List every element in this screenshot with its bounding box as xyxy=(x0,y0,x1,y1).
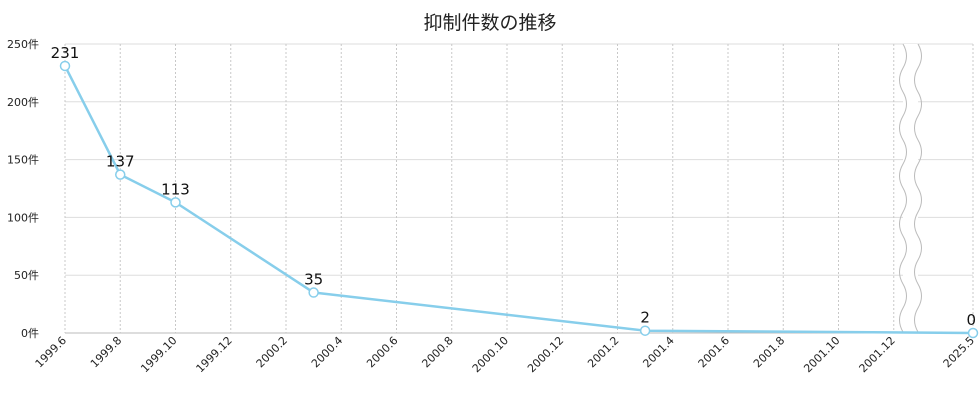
data-label: 0 xyxy=(966,311,976,329)
chart-title: 抑制件数の推移 xyxy=(423,12,557,34)
data-point xyxy=(59,60,71,72)
data-point xyxy=(308,287,319,298)
axis-break-gap xyxy=(903,44,918,333)
series-line xyxy=(63,65,974,335)
y-tick-label: 100件 xyxy=(7,211,39,224)
data-point xyxy=(639,325,651,336)
x-tick-label: 1999.12 xyxy=(194,334,235,375)
data-point xyxy=(170,197,181,208)
y-tick-label: 0件 xyxy=(21,327,39,340)
x-tick-label: 1999.8 xyxy=(88,334,124,370)
x-tick-label: 2000.8 xyxy=(419,334,455,370)
x-tick-label: 2001.4 xyxy=(640,334,676,370)
x-tick-label: 2000.4 xyxy=(309,334,345,370)
data-label: 113 xyxy=(161,180,190,198)
data-label: 137 xyxy=(106,153,135,171)
data-point xyxy=(115,169,126,180)
y-tick-label: 200件 xyxy=(7,96,39,109)
x-tick-label: 2000.12 xyxy=(525,334,566,375)
x-tick-label: 2001.12 xyxy=(857,334,898,375)
x-tick-label: 2000.10 xyxy=(470,334,511,375)
data-label: 35 xyxy=(304,271,323,289)
y-tick-label: 250件 xyxy=(7,38,39,51)
axis-break-line xyxy=(899,43,907,334)
x-tick-label: 2001.10 xyxy=(801,334,842,375)
y-tick-label: 150件 xyxy=(7,154,39,167)
x-tick-label: 2000.6 xyxy=(364,334,400,370)
y-tick-label: 50件 xyxy=(14,269,39,282)
axis-break-line xyxy=(914,43,922,334)
data-label: 2 xyxy=(640,309,650,327)
x-tick-label: 2000.2 xyxy=(254,334,290,370)
data-point xyxy=(967,327,979,339)
x-tick-label: 2001.8 xyxy=(751,334,787,370)
data-label: 231 xyxy=(51,44,80,62)
x-tick-label: 1999.10 xyxy=(138,334,179,375)
x-tick-label: 2001.6 xyxy=(696,334,732,370)
x-tick-label: 2001.2 xyxy=(585,334,621,370)
x-tick-label: 2025.5 xyxy=(941,334,977,370)
